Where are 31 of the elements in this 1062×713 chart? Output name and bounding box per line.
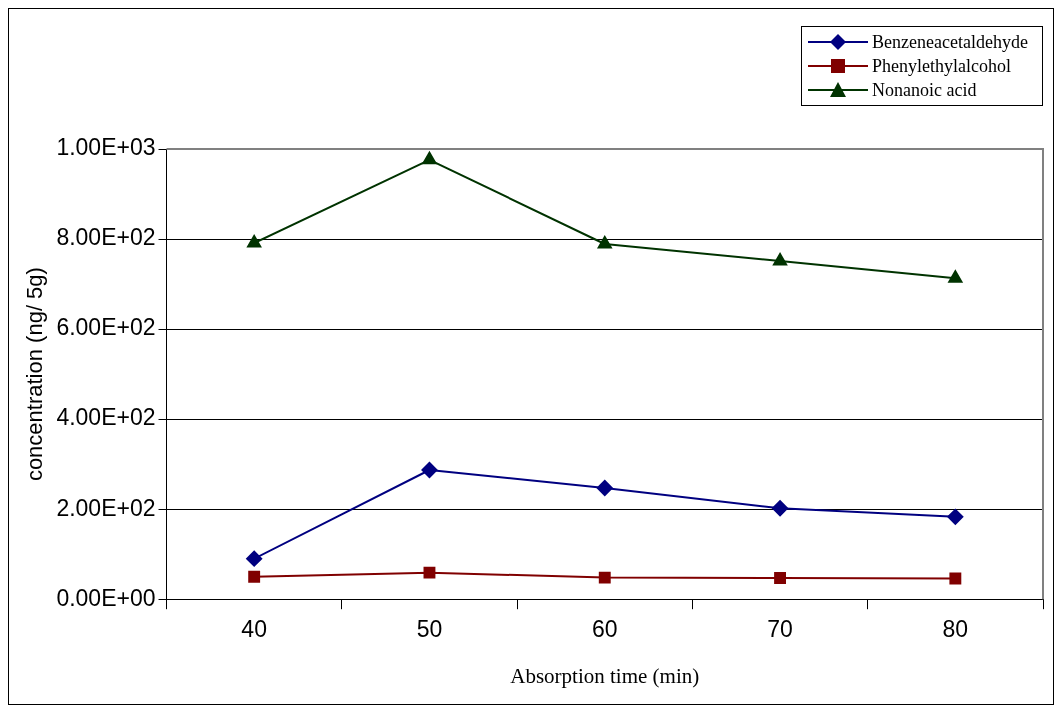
x-axis-title: Absorption time (min)	[510, 663, 700, 688]
point	[246, 550, 263, 567]
point	[772, 253, 788, 266]
point	[596, 480, 613, 496]
legend-label: Benzeneacetaldehyde	[872, 31, 1028, 53]
y-tick-label: 4.00E+02	[56, 404, 156, 431]
x-tick-label: 40	[241, 616, 267, 643]
legend-label: Nonanoic acid	[872, 79, 977, 101]
point	[947, 508, 964, 525]
y-axis-title: concentration (ng/ 5g)	[22, 267, 48, 482]
point	[949, 572, 962, 585]
x-tick-label: 60	[591, 616, 618, 643]
y-tick-label: 0.00E+00	[56, 584, 156, 611]
x-tick-label: 80	[942, 616, 969, 643]
y-tick-label: 2.00E+02	[56, 494, 156, 521]
point	[423, 566, 436, 579]
point	[772, 500, 789, 517]
point	[597, 235, 612, 249]
x-tick-label: 50	[416, 616, 443, 643]
point	[421, 461, 438, 478]
point	[248, 570, 261, 583]
legend-label: Phenylethylalcohol	[872, 55, 1012, 77]
point	[247, 235, 262, 248]
y-tick-label: 6.00E+02	[56, 314, 156, 341]
point	[774, 572, 787, 584]
y-tick-label: 8.00E+02	[56, 224, 156, 251]
point	[422, 151, 437, 165]
x-tick-label: 70	[767, 616, 793, 643]
point	[948, 270, 963, 283]
point	[598, 571, 611, 584]
y-tick-label: 1.00E+03	[56, 134, 156, 161]
